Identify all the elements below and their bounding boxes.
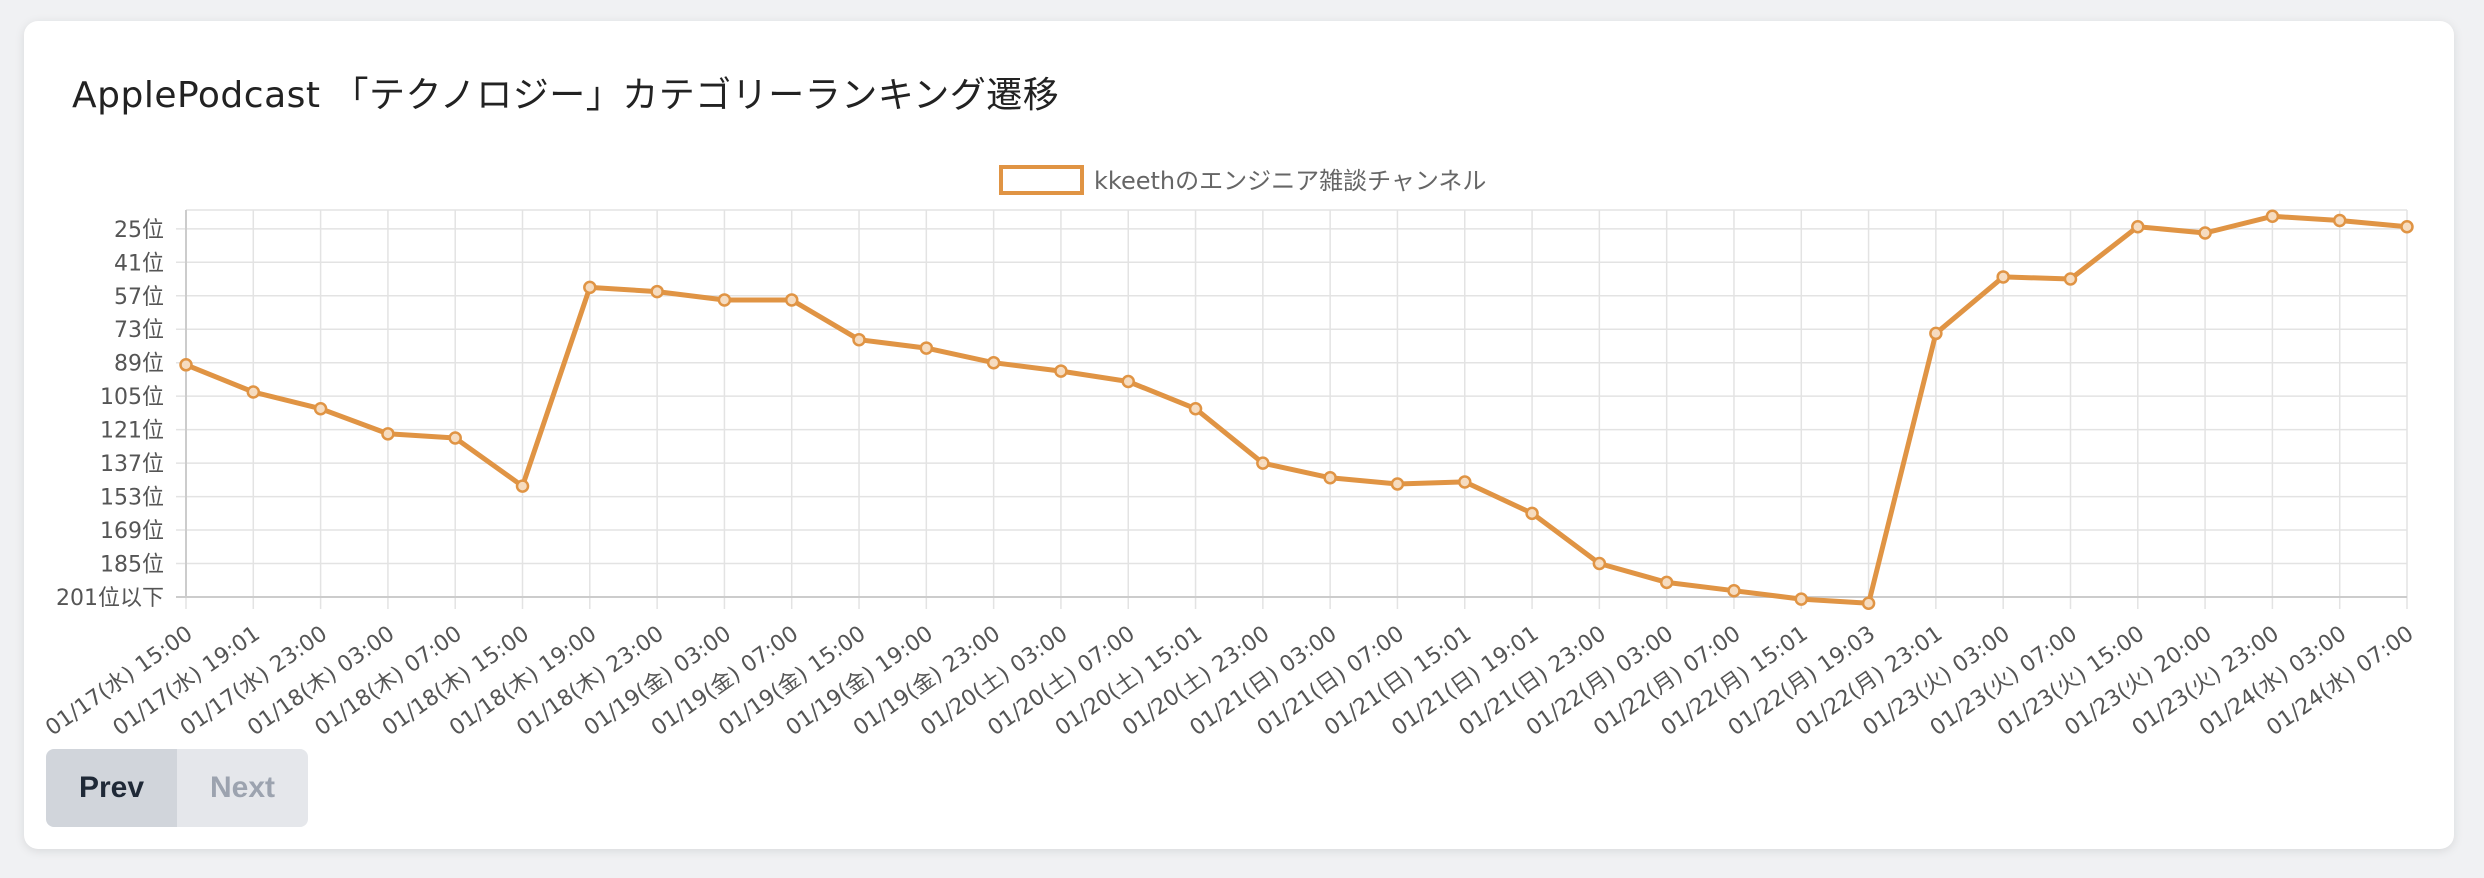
data-point <box>1929 326 1943 341</box>
data-point <box>2131 219 2145 234</box>
data-point <box>717 293 732 307</box>
data-point <box>179 358 193 372</box>
data-point <box>2265 209 2280 224</box>
data-point <box>1256 456 1270 470</box>
y-tick-label: 89位 <box>114 352 164 377</box>
y-tick-label: 185位 <box>100 553 164 578</box>
data-point <box>313 401 328 416</box>
y-tick-label: 169位 <box>100 519 164 544</box>
data-point <box>2332 213 2347 228</box>
y-tick-label: 41位 <box>114 251 164 276</box>
data-point <box>381 427 395 441</box>
chart-title: ApplePodcast 「テクノロジー」カテゴリーランキング遷移 <box>72 75 1060 116</box>
y-tick-label: 137位 <box>100 452 164 477</box>
data-point <box>852 332 866 347</box>
series-kkeeth <box>179 209 2414 611</box>
legend-label: kkeethのエンジニア雑談チャンネル <box>1094 167 1486 195</box>
data-point <box>2400 219 2414 234</box>
chart-legend[interactable]: kkeethのエンジニア雑談チャンネル <box>999 165 1486 195</box>
y-tick-label: 121位 <box>100 419 164 444</box>
data-point <box>1458 475 1472 489</box>
y-tick-label: 25位 <box>114 218 164 243</box>
y-tick-label: 153位 <box>100 486 164 511</box>
data-point <box>1794 592 1809 606</box>
series-line <box>183 213 2410 606</box>
prev-button[interactable]: Prev <box>46 749 177 827</box>
data-point <box>515 479 530 493</box>
data-point <box>1659 575 1674 590</box>
y-tick-label: 57位 <box>114 285 164 310</box>
data-point <box>919 341 934 355</box>
chart-grid <box>176 209 2408 609</box>
data-point <box>583 280 597 295</box>
data-point <box>1592 556 1607 571</box>
data-point <box>1727 583 1741 598</box>
data-point <box>784 293 799 307</box>
data-point <box>1996 270 2010 284</box>
data-point <box>1525 506 1539 521</box>
y-axis-ticks: 25位 41位 57位 73位 89位 105位 121位 137位 153位 169位 185位 2… <box>56 218 164 611</box>
data-point <box>1121 374 1135 389</box>
data-point <box>650 284 664 299</box>
data-point <box>1188 401 1203 416</box>
data-point <box>1054 364 1068 378</box>
data-point <box>448 431 462 445</box>
data-point <box>2063 272 2078 286</box>
pagination: Prev Next <box>46 749 308 827</box>
data-point <box>1323 471 1337 485</box>
legend-swatch <box>999 165 1084 195</box>
data-point <box>1861 596 1876 611</box>
y-tick-label: 201位以下 <box>56 586 164 611</box>
data-point <box>1390 477 1405 491</box>
next-button[interactable]: Next <box>177 749 308 827</box>
data-point <box>2198 226 2212 240</box>
y-tick-label: 73位 <box>114 318 164 343</box>
data-point <box>986 355 1001 370</box>
y-tick-label: 105位 <box>100 385 164 410</box>
data-point <box>246 385 261 399</box>
